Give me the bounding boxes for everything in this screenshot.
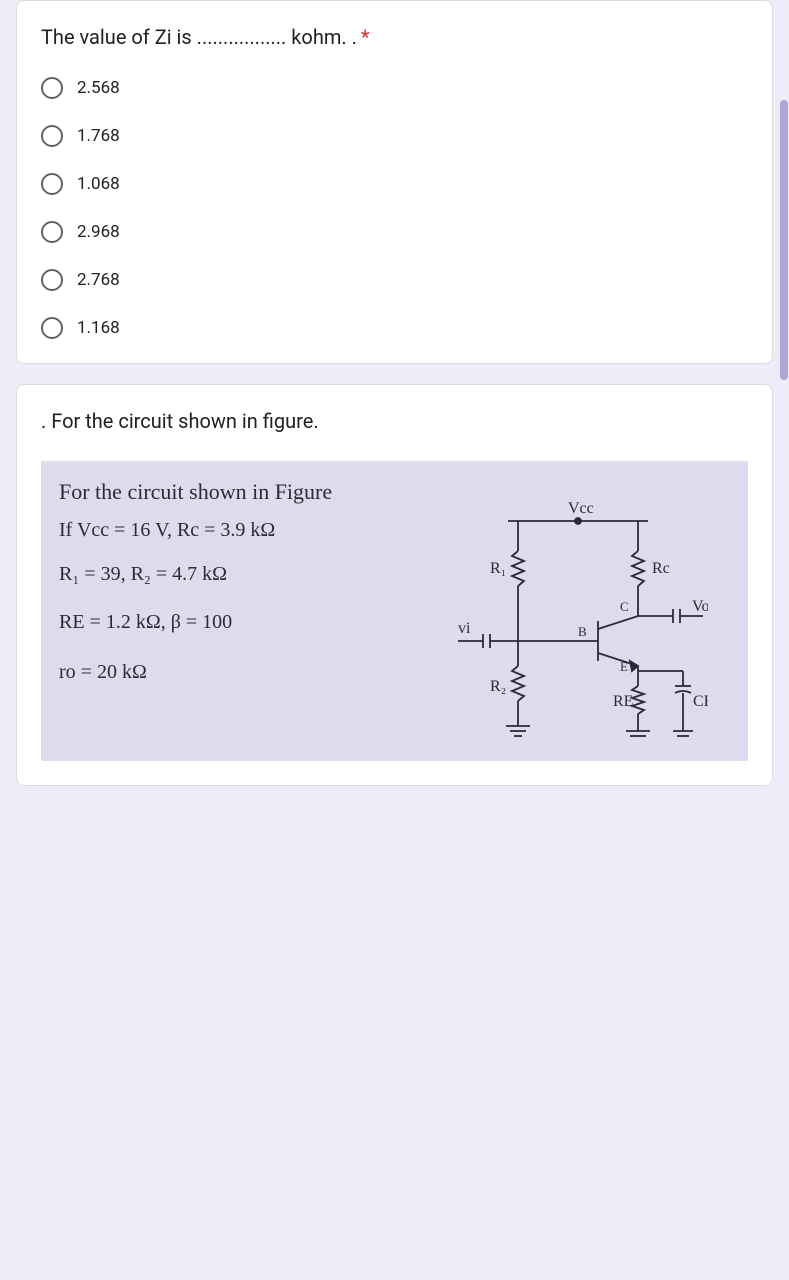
question-card-2: . For the circuit shown in figure. For t…	[16, 384, 773, 786]
question-card-1: The value of Zi is ................. koh…	[16, 0, 773, 364]
section-heading: . For the circuit shown in figure.	[41, 409, 748, 433]
hw-line: RE = 1.2 kΩ, β = 100	[59, 611, 232, 634]
radio-icon[interactable]	[41, 269, 63, 291]
option-row[interactable]: 1.168	[41, 317, 748, 339]
question-dots: .................	[197, 25, 287, 49]
label-vi: vi	[458, 620, 471, 637]
circuit-diagram: Vcc R₁ Rc R₂ RE CE vi Vo C B E	[448, 501, 708, 751]
required-star: *	[361, 25, 370, 49]
option-label: 2.568	[77, 78, 120, 98]
label-e: E	[620, 659, 628, 674]
hw-line: R₁ = 39, R₂ = 4.7 kΩ	[59, 563, 227, 586]
handwritten-figure: For the circuit shown in Figure If Vcc =…	[41, 461, 748, 761]
question-suffix: kohm. .	[286, 25, 357, 49]
option-row[interactable]: 1.068	[41, 173, 748, 195]
label-c: C	[620, 599, 629, 614]
option-label: 1.168	[77, 318, 120, 338]
radio-icon[interactable]	[41, 317, 63, 339]
label-re: RE	[613, 693, 633, 710]
option-row[interactable]: 2.568	[41, 77, 748, 99]
scrollbar-track[interactable]	[779, 0, 789, 1280]
hw-line: ro = 20 kΩ	[59, 661, 147, 684]
option-label: 2.968	[77, 222, 120, 242]
label-rc: Rc	[652, 560, 670, 577]
scrollbar-thumb[interactable]	[780, 100, 788, 380]
label-vcc: Vcc	[568, 501, 594, 517]
option-row[interactable]: 2.968	[41, 221, 748, 243]
radio-icon[interactable]	[41, 221, 63, 243]
hw-line: For the circuit shown in Figure	[59, 479, 332, 505]
question-prefix: The value of Zi is	[41, 25, 197, 49]
hw-line: If Vcc = 16 V, Rc = 3.9 kΩ	[59, 519, 275, 542]
options-group: 2.568 1.768 1.068 2.968 2.768 1.168	[41, 77, 748, 339]
radio-icon[interactable]	[41, 173, 63, 195]
label-r1: R₁	[490, 560, 506, 577]
label-r2: R₂	[490, 678, 506, 695]
label-vo: Vo	[692, 598, 708, 615]
option-row[interactable]: 1.768	[41, 125, 748, 147]
option-label: 1.068	[77, 174, 120, 194]
option-label: 1.768	[77, 126, 120, 146]
option-row[interactable]: 2.768	[41, 269, 748, 291]
radio-icon[interactable]	[41, 77, 63, 99]
option-label: 2.768	[77, 270, 120, 290]
label-b: B	[578, 624, 587, 639]
radio-icon[interactable]	[41, 125, 63, 147]
question-text: The value of Zi is ................. koh…	[41, 25, 748, 49]
label-ce: CE	[693, 693, 708, 710]
